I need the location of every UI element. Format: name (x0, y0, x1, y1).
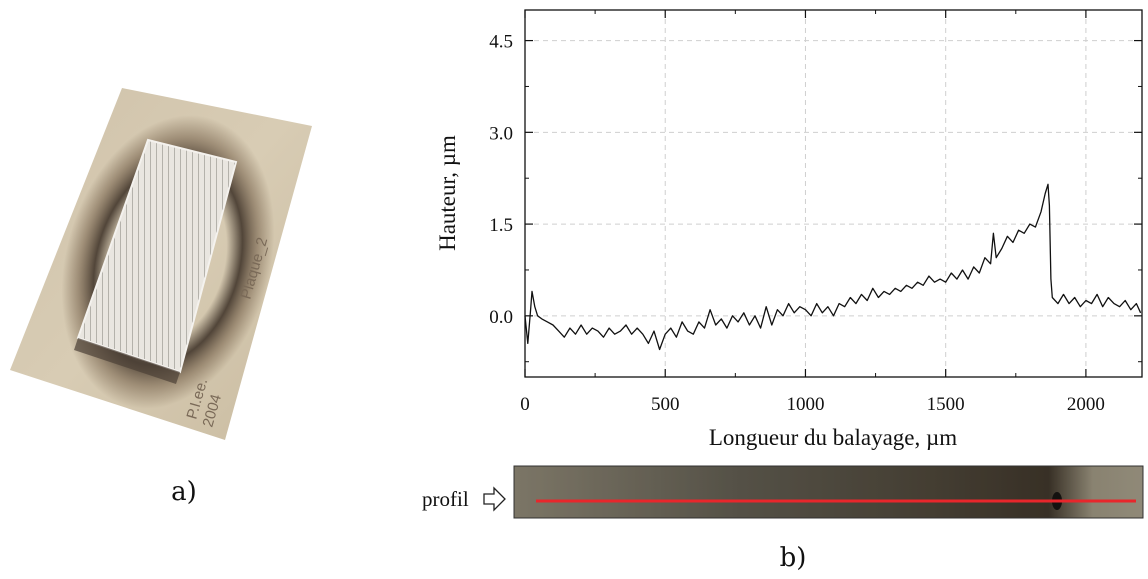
x-axis-title: Longueur du balayage, µm (709, 425, 957, 450)
y-tick-label: 3.0 (489, 123, 513, 144)
sample-photo: Plaque_2 P.I.ee. 2004 (10, 88, 312, 440)
right-arrow-outline-icon (483, 486, 506, 512)
profile-image (513, 465, 1144, 519)
axis-ticks (524, 10, 1142, 377)
x-tick-label: 0 (520, 394, 530, 415)
y-axis-title: Hauteur, µm (435, 135, 460, 251)
x-tick-label: 1000 (786, 394, 824, 415)
y-tick-labels: 0.0 1.5 3.0 4.5 (489, 32, 513, 328)
y-tick-label: 4.5 (489, 32, 513, 53)
profile-image-texture (514, 466, 1143, 518)
x-tick-label: 2000 (1067, 394, 1105, 415)
profile-label: profil (422, 487, 469, 511)
x-tick-label: 1500 (927, 394, 965, 415)
rectangle-shadow (74, 338, 180, 384)
height-profile-line (524, 183, 1142, 351)
plot-frame (524, 9, 1143, 378)
y-tick-label: 1.5 (489, 215, 513, 236)
x-tick-labels: 0 500 1000 1500 2000 (520, 394, 1105, 415)
height-profile-chart: 0 500 1000 1500 2000 0.0 1.5 3.0 4.5 Longueur d… (435, 9, 1143, 450)
profile-strip: profil (422, 465, 1144, 519)
panel-a-label: a) (171, 477, 197, 507)
y-tick-label: 0.0 (489, 307, 513, 328)
panel-b-label: b) (780, 543, 807, 573)
x-tick-label: 500 (651, 394, 680, 415)
grid (524, 10, 1142, 377)
